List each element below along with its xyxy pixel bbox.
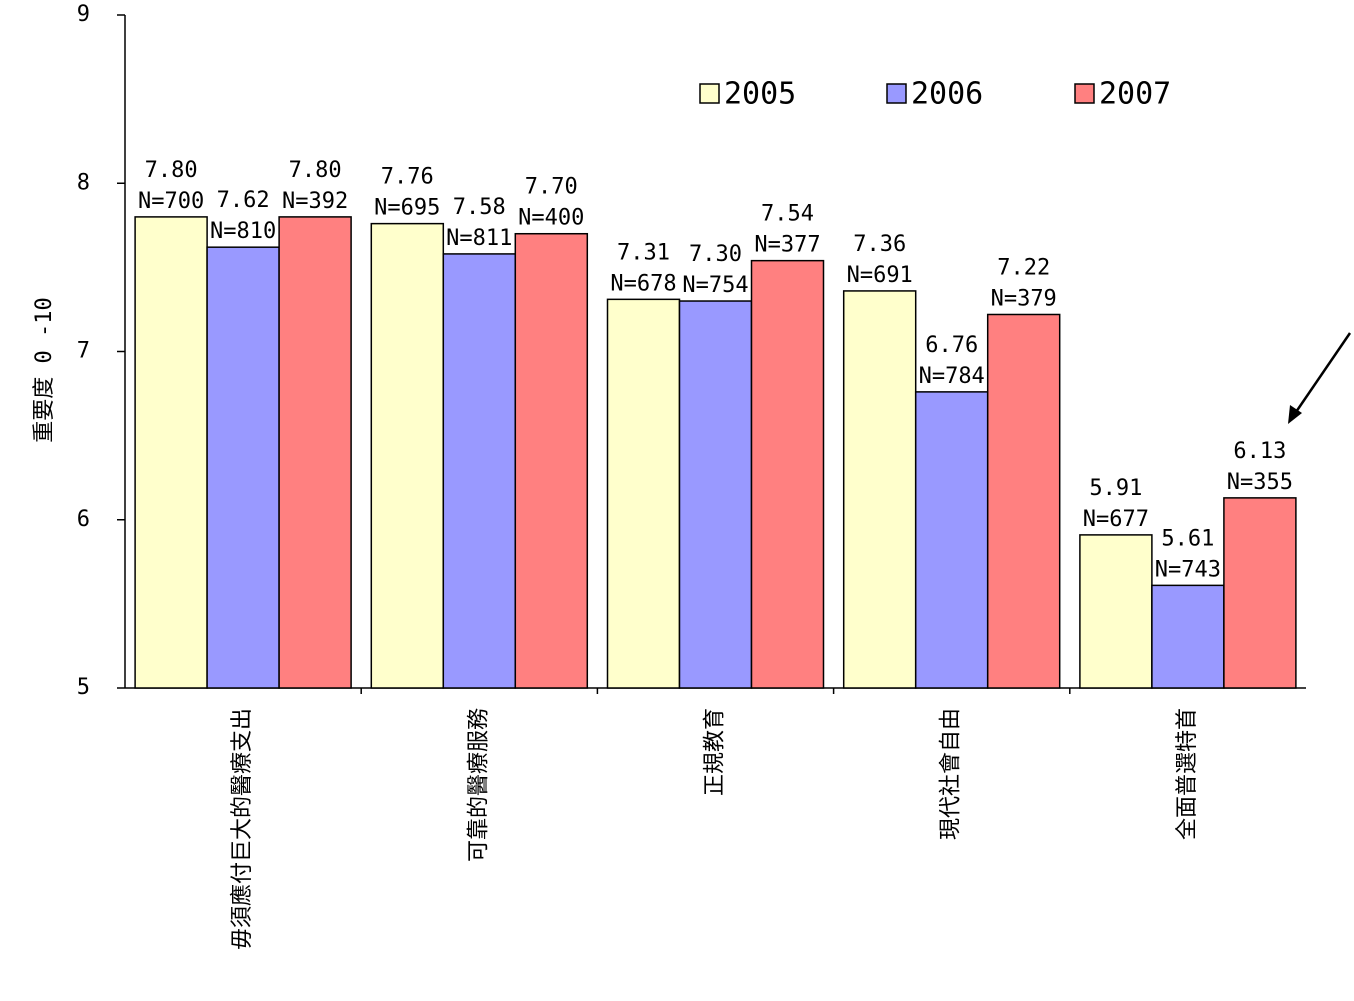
data-label-n: N=400 — [518, 206, 584, 231]
data-label-n: N=355 — [1227, 470, 1293, 495]
bar-2006 — [1151, 584, 1225, 689]
bar-2006 — [442, 253, 517, 689]
category-label: 現代社會自由 — [939, 708, 964, 840]
bar-2007 — [750, 259, 825, 689]
data-label-value: 6.13 — [1233, 439, 1286, 464]
data-label-value: 7.58 — [453, 195, 506, 220]
data-labels: 7.80 N=700 7.62 N=810 7.80 N=392 7.76 N=695 7.58… — [138, 158, 1293, 582]
bar-2005 — [134, 216, 208, 689]
legend-label-2005: 2005 — [724, 77, 796, 112]
data-label-value: 6.76 — [925, 333, 978, 358]
data-label-n: N=811 — [446, 226, 512, 251]
data-label-value: 7.31 — [617, 240, 670, 265]
bar-2007 — [986, 313, 1061, 689]
data-label-value: 7.22 — [997, 255, 1050, 280]
data-label-value: 5.61 — [1161, 526, 1214, 551]
bar-2006 — [678, 300, 753, 689]
data-label-value: 7.54 — [761, 202, 814, 227]
y-axis-label: 重要度 0 -10 — [32, 297, 57, 442]
data-label-n: N=377 — [754, 233, 820, 258]
category-label: 正規教育 — [703, 708, 728, 796]
data-label-n: N=784 — [919, 364, 985, 389]
y-tick-label: 5 — [77, 675, 90, 700]
category-labels: 毋須應付巨大的醫療支出 可靠的醫療服務 正規教育 現代社會自由 全面普選特首 — [229, 708, 1200, 950]
legend-swatch-2005 — [699, 83, 720, 104]
bar-2005 — [1079, 534, 1153, 689]
bar-2007 — [278, 216, 352, 689]
legend: 2005 2006 2007 — [699, 77, 1171, 112]
data-label-value: 7.30 — [689, 242, 742, 267]
data-label-n: N=678 — [610, 271, 676, 296]
category-label: 全面普選特首 — [1175, 708, 1200, 840]
bar-2006 — [206, 246, 280, 689]
data-label-n: N=700 — [138, 189, 204, 214]
bar-2007 — [1223, 497, 1297, 689]
data-label-value: 5.91 — [1089, 476, 1142, 501]
bar-2006 — [914, 391, 989, 689]
legend-label-2007: 2007 — [1099, 77, 1171, 112]
data-label-value: 7.70 — [525, 175, 578, 200]
y-tick-label: 6 — [77, 507, 90, 532]
data-label-value: 7.76 — [381, 165, 434, 190]
legend-swatch-2006 — [886, 83, 907, 104]
data-label-n: N=691 — [847, 263, 913, 288]
data-label-value: 7.80 — [289, 158, 342, 183]
bar-2005 — [606, 298, 681, 689]
data-label-n: N=379 — [991, 286, 1057, 311]
data-label-n: N=743 — [1155, 557, 1221, 582]
data-label-value: 7.36 — [853, 232, 906, 257]
y-tick-label: 7 — [77, 339, 90, 364]
legend-label-2006: 2006 — [911, 77, 983, 112]
data-label-n: N=754 — [682, 273, 748, 298]
bars — [134, 216, 1297, 689]
data-label-value: 7.62 — [217, 188, 270, 213]
category-label: 可靠的醫療服務 — [466, 708, 491, 862]
bar-2005 — [842, 290, 917, 689]
y-tick-label: 9 — [77, 2, 90, 27]
annotation-arrow — [1288, 332, 1352, 424]
y-tick-label: 8 — [77, 170, 90, 195]
data-label-n: N=810 — [210, 219, 276, 244]
bar-2005 — [370, 222, 445, 689]
data-label-n: N=392 — [282, 189, 348, 214]
category-label: 毋須應付巨大的醫療支出 — [229, 708, 255, 950]
data-label-value: 7.80 — [145, 158, 198, 183]
data-label-n: N=677 — [1083, 507, 1149, 532]
bar-2007 — [514, 232, 589, 689]
legend-swatch-2007 — [1074, 83, 1095, 104]
data-label-n: N=695 — [374, 196, 440, 221]
